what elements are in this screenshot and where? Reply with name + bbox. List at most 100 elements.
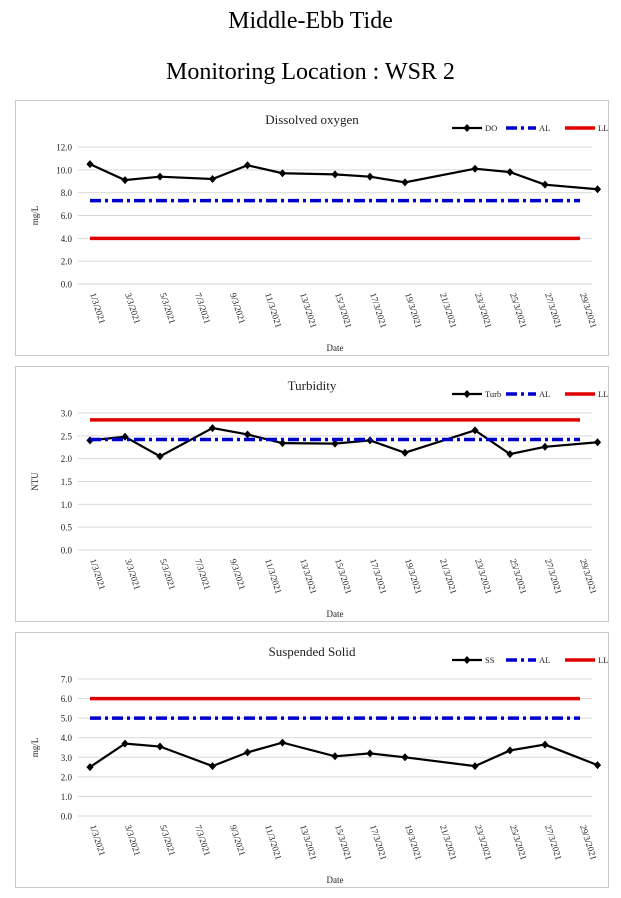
x-axis-label: Date <box>327 875 344 885</box>
y-tick-label: 2.0 <box>61 454 73 464</box>
series-line-do <box>89 163 598 191</box>
x-tick-label: 29/3/2021 <box>578 292 599 330</box>
data-point-do <box>121 176 129 185</box>
series-line-turb <box>89 426 598 458</box>
y-tick-label: 3.0 <box>61 409 73 419</box>
legend-label-al: AL <box>539 389 550 399</box>
data-point-turb <box>278 439 287 448</box>
x-tick-label: 21/3/2021 <box>438 558 459 596</box>
x-tick-label: 15/3/2021 <box>333 558 354 596</box>
legend: SS AL LL <box>452 655 608 665</box>
x-tick-label: 3/3/2021 <box>123 824 142 858</box>
x-tick-label: 15/3/2021 <box>333 292 354 330</box>
x-tick-label: 13/3/2021 <box>298 558 319 596</box>
y-tick-label: 3.0 <box>61 753 73 763</box>
y-tick-label: 0.0 <box>61 812 73 822</box>
legend-marker-turb <box>463 390 471 398</box>
x-tick-label: 17/3/2021 <box>368 824 389 862</box>
x-tick-label: 13/3/2021 <box>298 292 319 330</box>
y-tick-label: 7.0 <box>61 675 73 685</box>
x-tick-label: 11/3/2021 <box>263 558 284 595</box>
data-point-ss <box>86 763 94 772</box>
x-tick-label: 1/3/2021 <box>88 824 107 858</box>
data-point-turb <box>593 438 602 447</box>
legend: Turb AL LL <box>452 389 608 399</box>
legend-marker-do <box>463 124 471 132</box>
chart-panel-turbidity: Turbidity 0.0 0.5 1.0 1.5 2.0 2.5 3.0 NTU 1/3/202… <box>15 366 609 622</box>
y-tick-label: 6.0 <box>61 694 73 704</box>
y-tick-label: 6.0 <box>61 211 73 221</box>
x-tick-label: 11/3/2021 <box>263 292 284 329</box>
data-point-turb <box>331 439 339 448</box>
data-point-do <box>593 185 602 194</box>
x-tick-label: 5/3/2021 <box>158 558 177 592</box>
x-tick-label: 11/3/2021 <box>263 824 284 861</box>
data-point-ss <box>366 749 374 758</box>
data-point-do <box>366 172 374 181</box>
data-point-turb <box>471 426 479 435</box>
y-tick-label: 1.0 <box>61 500 73 510</box>
x-tick-label: 7/3/2021 <box>193 824 212 858</box>
data-point-do <box>541 180 549 189</box>
x-tick-label: 19/3/2021 <box>403 292 424 330</box>
y-tick-label: 4.0 <box>61 733 73 743</box>
data-point-ss <box>121 739 129 748</box>
data-point-do <box>471 164 479 173</box>
chart-suspended-solid: Suspended Solid 0.0 1.0 2.0 3.0 4.0 5.0 6.0 7.0 m… <box>30 644 608 885</box>
chart-title: Suspended Solid <box>268 644 356 659</box>
y-tick-label: 1.5 <box>61 477 73 487</box>
y-axis-label: mg/L <box>30 738 40 758</box>
data-point-turb <box>121 432 129 441</box>
y-axis-label: NTU <box>30 472 40 491</box>
y-tick-label: 0.0 <box>61 546 73 556</box>
y-tick-label: 8.0 <box>61 188 73 198</box>
y-tick-label: 1.0 <box>61 792 73 802</box>
data-point-ss <box>243 748 252 757</box>
y-tick-label: 2.5 <box>61 431 73 441</box>
x-tick-label: 7/3/2021 <box>193 558 212 592</box>
data-point-turb <box>208 424 217 433</box>
legend-label-al: AL <box>539 655 550 665</box>
data-point-ss <box>331 752 339 761</box>
x-tick-label: 27/3/2021 <box>543 824 564 862</box>
legend-label-ll: LL <box>598 123 608 133</box>
x-tick-label: 1/3/2021 <box>88 292 107 326</box>
x-tick-label: 27/3/2021 <box>543 292 564 330</box>
y-tick-label: 2.0 <box>61 772 73 782</box>
y-tick-label: 5.0 <box>61 714 73 724</box>
x-tick-label: 21/3/2021 <box>438 824 459 862</box>
series-line-ss <box>89 741 598 768</box>
data-point-ss <box>471 762 479 771</box>
page-title: Middle-Ebb Tide <box>228 8 393 34</box>
data-point-ss <box>278 738 287 747</box>
legend-label-turb: Turb <box>485 389 501 399</box>
data-point-do <box>506 168 514 177</box>
chart-panel-dissolved-oxygen: Dissolved oxygen 0.0 2.0 4.0 6.0 8.0 10.0 12.0 m… <box>15 100 609 356</box>
x-tick-label: 9/3/2021 <box>228 292 247 326</box>
x-tick-label: 23/3/2021 <box>473 558 494 596</box>
y-axis-label: mg/L <box>30 206 40 226</box>
data-point-ss <box>593 761 602 770</box>
x-tick-label: 29/3/2021 <box>578 558 599 596</box>
data-point-do <box>278 169 287 178</box>
chart-title: Dissolved oxygen <box>265 112 359 127</box>
data-point-turb <box>156 452 164 461</box>
chart-title: Turbidity <box>288 378 337 393</box>
x-tick-label: 17/3/2021 <box>368 292 389 330</box>
legend-label-al: AL <box>539 123 550 133</box>
data-point-turb <box>243 430 252 439</box>
data-point-do <box>243 161 252 170</box>
legend-label-do: DO <box>485 123 497 133</box>
x-tick-label: 13/3/2021 <box>298 824 319 862</box>
y-tick-label: 10.0 <box>56 165 72 175</box>
chart-turbidity: Turbidity 0.0 0.5 1.0 1.5 2.0 2.5 3.0 NTU 1/3/202… <box>30 378 608 619</box>
page-subtitle: Monitoring Location : WSR 2 <box>166 59 455 85</box>
data-point-turb <box>541 442 549 451</box>
y-tick-label: 12.0 <box>56 143 72 153</box>
y-tick-label: 4.0 <box>61 234 73 244</box>
x-tick-label: 9/3/2021 <box>228 558 247 592</box>
x-tick-label: 25/3/2021 <box>508 292 529 330</box>
x-tick-label: 25/3/2021 <box>508 558 529 596</box>
x-tick-label: 15/3/2021 <box>333 824 354 862</box>
y-tick-label: 0.0 <box>61 280 73 290</box>
